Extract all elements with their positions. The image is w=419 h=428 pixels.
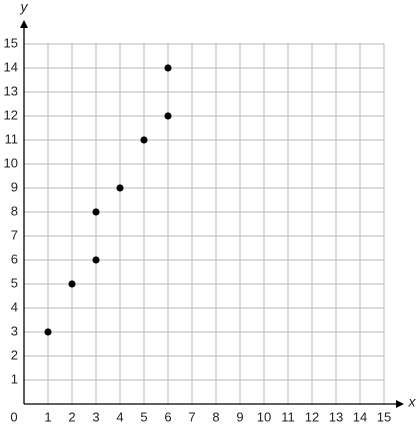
y-axis-title: y (20, 0, 29, 15)
x-tick-label: 9 (236, 409, 243, 424)
x-tick-label: 1 (44, 409, 51, 424)
point (68, 280, 76, 288)
x-tick-label: 14 (353, 409, 367, 424)
point (164, 64, 172, 72)
x-tick-label: 0 (10, 409, 17, 424)
y-tick-label: 3 (11, 323, 18, 338)
y-tick-label: 1 (11, 371, 18, 386)
x-tick-label: 10 (257, 409, 271, 424)
y-tick-label: 9 (11, 179, 18, 194)
x-tick-label: 5 (140, 409, 147, 424)
y-axis-arrow (20, 20, 28, 28)
x-tick-label: 12 (305, 409, 319, 424)
x-tick-label: 4 (116, 409, 123, 424)
y-tick-label: 12 (4, 107, 18, 122)
point (164, 112, 172, 120)
y-tick-label: 14 (4, 59, 18, 74)
x-tick-label: 2 (68, 409, 75, 424)
x-tick-label: 6 (164, 409, 171, 424)
x-tick-label: 7 (188, 409, 195, 424)
y-tick-label: 10 (4, 155, 18, 170)
y-tick-label: 11 (5, 131, 19, 146)
y-tick-label: 2 (11, 347, 18, 362)
point (116, 184, 124, 192)
x-axis-title: x (408, 394, 417, 410)
y-tick-label: 8 (11, 203, 18, 218)
y-tick-label: 7 (11, 227, 18, 242)
x-axis-arrow (396, 400, 404, 408)
point (44, 328, 52, 336)
x-tick-label: 15 (377, 409, 391, 424)
x-tick-label: 3 (92, 409, 99, 424)
x-tick-label: 11 (281, 409, 295, 424)
y-tick-label: 6 (11, 251, 18, 266)
y-tick-label: 13 (4, 83, 18, 98)
point (92, 256, 100, 264)
y-tick-label: 15 (4, 35, 18, 50)
y-tick-label: 5 (11, 275, 18, 290)
point (92, 208, 100, 216)
x-tick-label: 8 (212, 409, 219, 424)
x-tick-label: 13 (329, 409, 343, 424)
point (140, 136, 148, 144)
y-tick-label: 4 (11, 299, 18, 314)
